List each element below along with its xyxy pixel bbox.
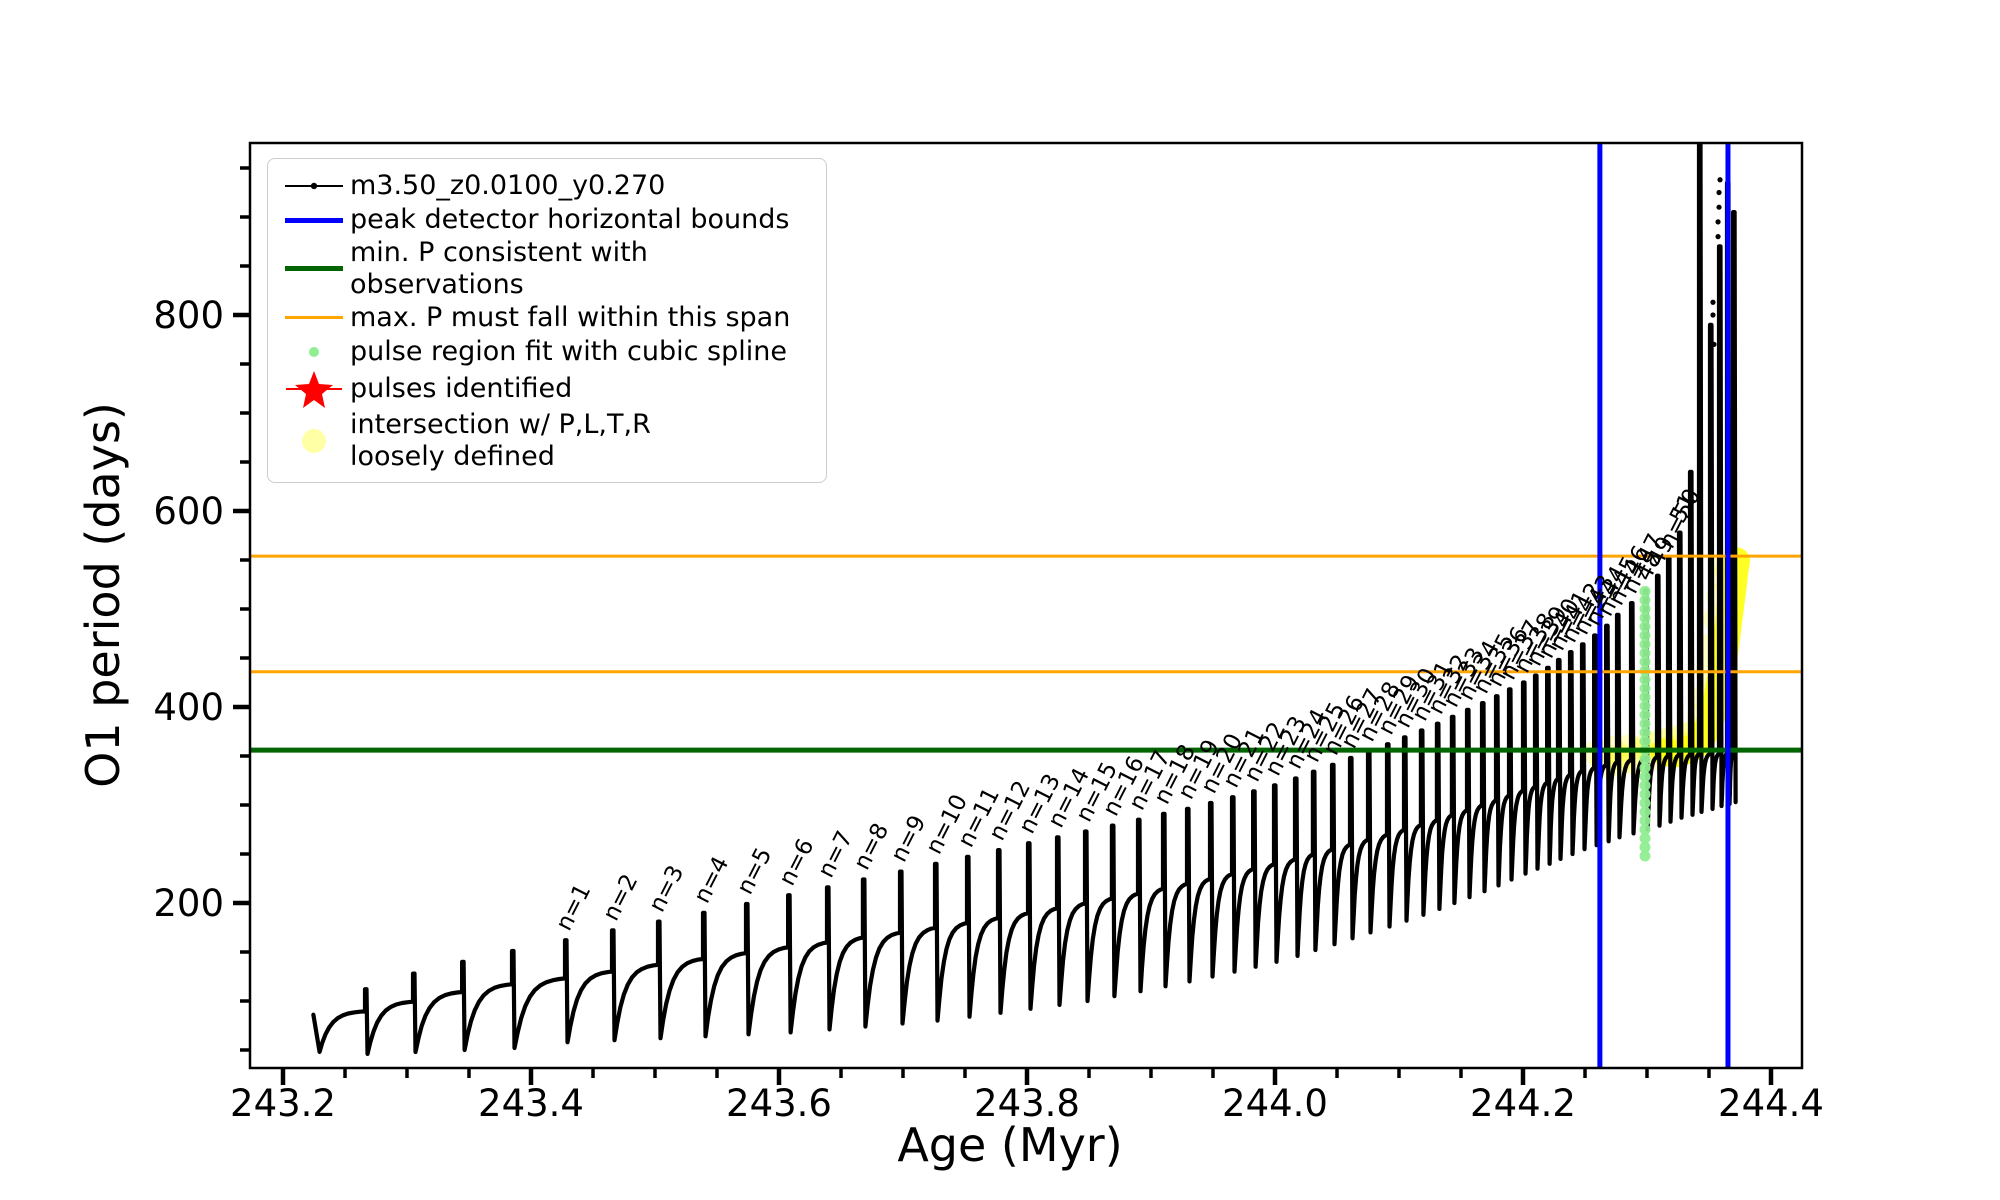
track-dot	[1710, 312, 1716, 318]
line-marker-icon	[278, 316, 350, 320]
y-tick-label: 400	[153, 686, 224, 729]
spline-fit-dot	[1639, 682, 1651, 694]
pulse-label: n=4	[689, 853, 734, 908]
spline-fit-dot	[1639, 629, 1651, 641]
legend-item-6: pulses identified	[278, 369, 814, 409]
legend-label: min. P consistent with observations	[350, 237, 648, 300]
y-tick-label: 800	[153, 294, 224, 337]
x-axis-label: Age (Myr)	[897, 1118, 1123, 1172]
legend-label: pulse region fit with cubic spline	[350, 335, 787, 367]
spline-fit-dot	[1639, 788, 1651, 800]
line-marker-icon	[278, 217, 350, 223]
spline-fit-dot	[1639, 718, 1651, 730]
track-dot	[1710, 299, 1716, 305]
y-tick-label: 200	[153, 882, 224, 925]
track-dot	[1717, 177, 1723, 183]
spline-fit-dot	[1639, 603, 1651, 615]
pulse-label: n=8	[849, 819, 894, 874]
spline-fit-dot	[1639, 709, 1651, 721]
spline-fit-dot	[1639, 841, 1651, 853]
series-curve	[311, 143, 1738, 1056]
x-tick-label: 244.4	[1718, 1082, 1824, 1125]
star-marker-icon	[278, 369, 350, 409]
spline-fit-dot	[1639, 735, 1651, 747]
spline-fit-dot	[1639, 674, 1651, 686]
plot-area	[250, 143, 1802, 1068]
legend-item-3: min. P consistent with observations	[278, 237, 814, 301]
spline-fit-dot	[1639, 806, 1651, 818]
spline-fit-dot	[1639, 762, 1651, 774]
y-tick-label: 600	[153, 490, 224, 533]
legend-label: pulses identified	[350, 372, 573, 404]
legend-label: peak detector horizontal bounds	[350, 204, 790, 236]
pulse-label: n=2	[598, 870, 643, 925]
legend-label: m3.50_z0.0100_y0.270	[350, 170, 666, 202]
pulse-label: n=3	[644, 861, 689, 916]
legend-item-4: max. P must fall within this span	[278, 301, 814, 335]
pulse-label: n=5	[732, 844, 777, 899]
spline-fit-dot	[1639, 797, 1651, 809]
legend-item-7: intersection w/ P,L,T,R loosely defined	[278, 409, 814, 473]
spline-fit-dot	[1639, 832, 1651, 844]
legend-label: intersection w/ P,L,T,R loosely defined	[350, 408, 651, 472]
legend-item-1: m3.50_z0.0100_y0.270	[278, 169, 814, 203]
spline-fit-dot	[1639, 638, 1651, 650]
x-tick-label: 243.2	[230, 1082, 336, 1125]
x-tick-label: 243.8	[974, 1082, 1080, 1125]
legend-item-5: pulse region fit with cubic spline	[278, 335, 814, 369]
spline-fit-dot	[1639, 726, 1651, 738]
spline-fit-dot	[1639, 585, 1651, 597]
dot-marker-icon	[278, 346, 350, 357]
x-tick-label: 244.0	[1222, 1082, 1328, 1125]
x-tick-label: 243.6	[726, 1082, 832, 1125]
spline-fit-dot	[1639, 612, 1651, 624]
line-marker-icon	[278, 266, 350, 272]
plot-border	[248, 141, 1804, 1070]
x-tick-label: 243.4	[478, 1082, 584, 1125]
spline-fit-dot	[1639, 700, 1651, 712]
spline-fit-dot	[1639, 691, 1651, 703]
spline-fit-dot	[1639, 647, 1651, 659]
spline-fit-dot	[1639, 594, 1651, 606]
legend: m3.50_z0.0100_y0.270 peak detector horizo…	[267, 158, 827, 484]
legend-label: max. P must fall within this span	[350, 301, 791, 333]
pulse-label: n=7	[813, 827, 858, 882]
pulse-labels: n=1 n=2 n=3 n=4n=5n=6n=7n=8n=9n=10n=11n=12n…	[551, 485, 1706, 935]
spline-fit-dot	[1639, 824, 1651, 835]
y-axis-label: O1 period (days)	[76, 402, 130, 788]
spline-fit-dot	[1639, 815, 1651, 827]
legend-item-2: peak detector horizontal bounds	[278, 203, 814, 237]
x-tick-label: 244.2	[1470, 1082, 1576, 1125]
spline-fit-dot	[1639, 779, 1651, 791]
spline-fit-dot	[1639, 656, 1651, 668]
pulse-label: n=1	[551, 880, 596, 935]
track-dot	[1715, 234, 1721, 240]
track-dot	[1716, 189, 1722, 196]
spline-fit-dot	[1639, 753, 1651, 765]
pulse-label: n=6	[774, 835, 819, 890]
spline-fit-dot	[1639, 850, 1651, 862]
series-line-marker-icon	[278, 176, 350, 196]
axis-ticks	[233, 166, 1774, 1085]
track-dot	[1715, 219, 1721, 225]
track-dot	[1716, 204, 1722, 210]
track-dot	[1711, 341, 1717, 347]
intersection-marker-icon	[278, 428, 350, 453]
spline-fit-dot	[1639, 771, 1651, 783]
spline-fit-dot	[1639, 621, 1651, 633]
